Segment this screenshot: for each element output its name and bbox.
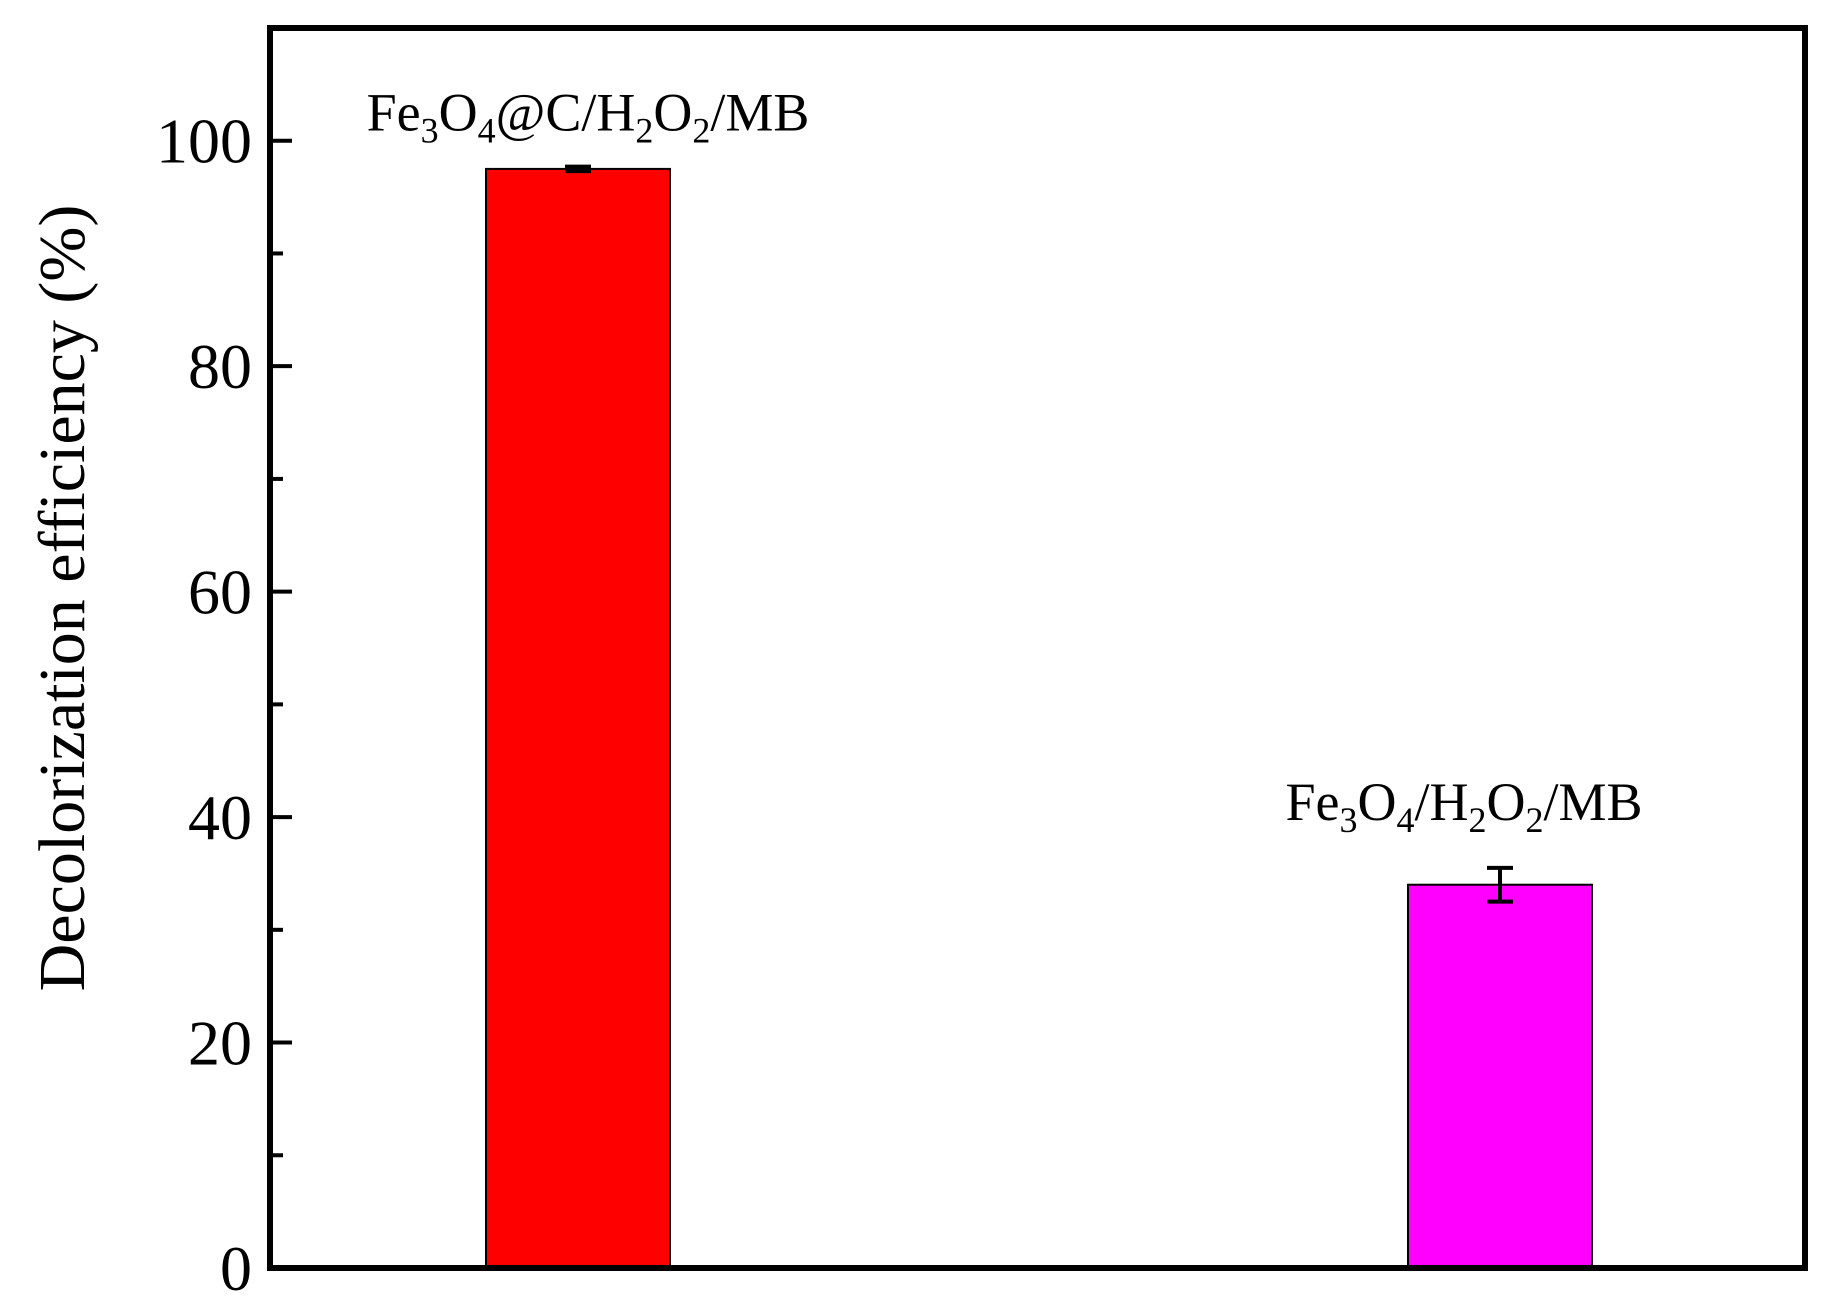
bar-2 — [1407, 883, 1593, 1270]
y-tick-label-0: 0 — [220, 1233, 252, 1304]
y-axis-tick-labels: 0 20 40 60 80 100 — [156, 106, 252, 1304]
y-tick-label-80: 80 — [188, 331, 252, 402]
y-tick-label-60: 60 — [188, 557, 252, 628]
bar-label-1: Fe3O4@C/H2O2/MB — [367, 83, 810, 151]
bar-label-2: Fe3O4/H2O2/MB — [1285, 772, 1642, 840]
plot-frame — [267, 25, 1808, 1271]
y-tick-label-20: 20 — [188, 1008, 252, 1079]
bar-1 — [485, 167, 671, 1270]
error-bars-layer — [565, 164, 1513, 904]
bar-labels: Fe3O4@C/H2O2/MB Fe3O4/H2O2/MB — [367, 83, 1643, 840]
y-axis-title: Decolorization efficiency (%) — [26, 205, 99, 992]
y-tick-label-40: 40 — [188, 782, 252, 853]
bars-layer — [485, 167, 1593, 1270]
error-bar-2 — [1487, 865, 1513, 904]
error-bar-1 — [565, 164, 591, 174]
y-tick-label-100: 100 — [156, 106, 252, 177]
y-axis-ticks — [270, 26, 292, 1270]
